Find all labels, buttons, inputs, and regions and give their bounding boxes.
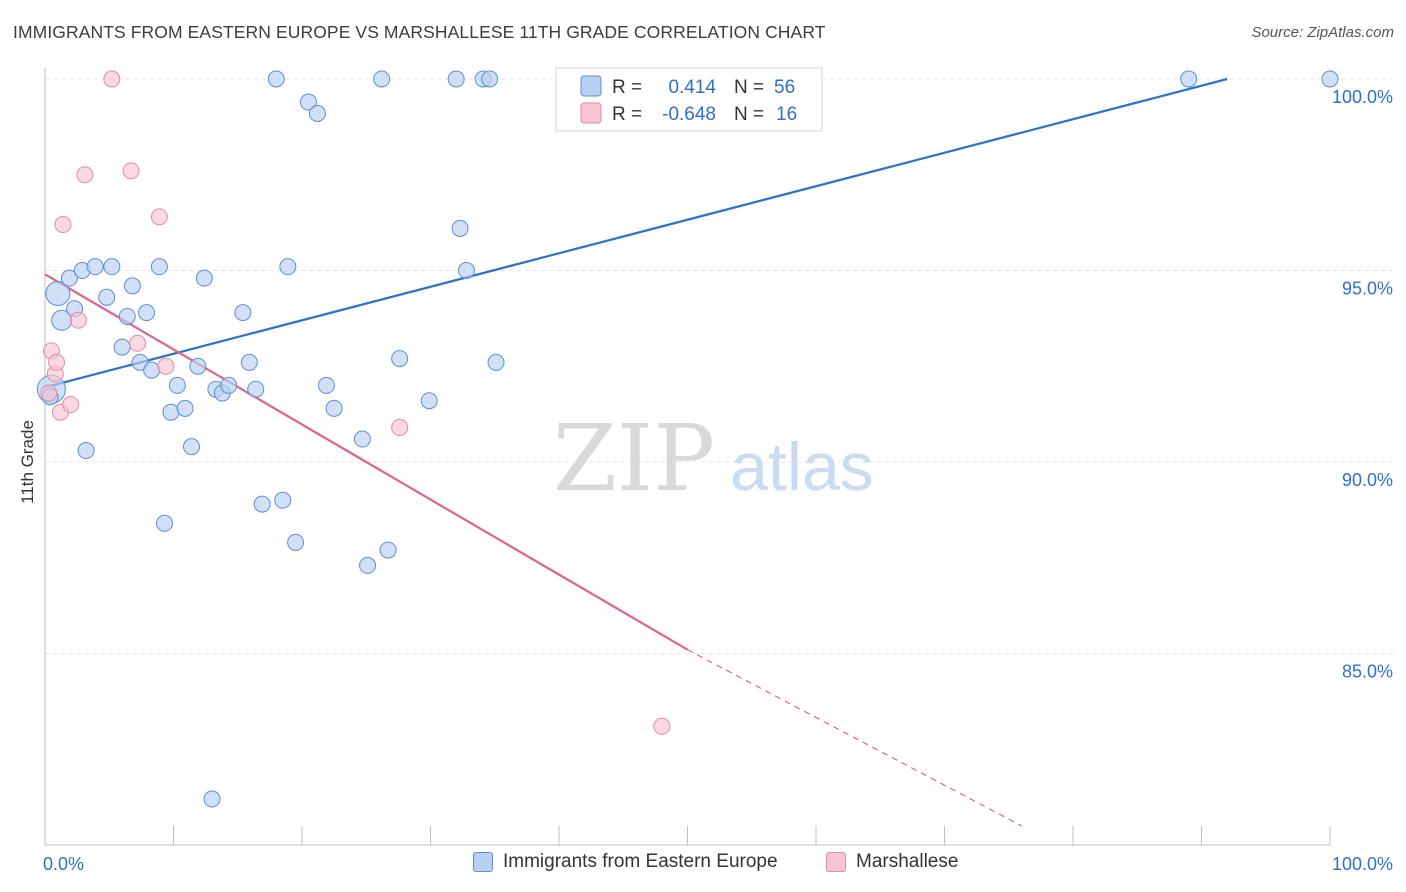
x-tick-label: 100.0% [1332, 854, 1393, 874]
axes: 100.0% 95.0% 90.0% 85.0% 0.0% 100.0% [43, 68, 1393, 874]
eastern-europe-point [143, 361, 161, 379]
eastern-europe-point [220, 376, 238, 394]
marshallese-point [150, 208, 168, 226]
eastern-europe-point [420, 392, 438, 410]
eastern-europe-point [189, 357, 207, 375]
legend-n-value-1: 56 [774, 77, 795, 98]
legend-n-value-2: 16 [776, 104, 797, 125]
x-tick-label: 0.0% [43, 854, 84, 874]
eastern-europe-point [195, 269, 213, 287]
eastern-europe-point [274, 491, 292, 509]
eastern-europe-point [325, 399, 343, 417]
marshallese-point [48, 353, 66, 371]
eastern-europe-point [447, 70, 465, 88]
chart-title: IMMIGRANTS FROM EASTERN EUROPE VS MARSHA… [13, 22, 826, 42]
eastern-europe-point [457, 262, 475, 279]
marshallese-point [129, 334, 147, 352]
watermark-atlas: atlas [730, 429, 874, 505]
legend-r-value-1: 0.414 [668, 77, 716, 98]
eastern-europe-point [86, 258, 104, 276]
eastern-europe-point [123, 277, 141, 295]
eastern-europe-point [359, 556, 377, 574]
eastern-europe-point [156, 514, 174, 532]
trend-lines [44, 77, 1228, 827]
eastern-europe-point [182, 438, 200, 456]
eastern-europe-point [379, 541, 397, 559]
marshallese-point [653, 717, 671, 735]
eastern-europe-point [150, 258, 168, 276]
marshallese-point [69, 311, 87, 329]
eastern-europe-point [481, 70, 499, 88]
legend-swatch-blue [580, 75, 602, 97]
marshallese-point [103, 70, 121, 88]
eastern-europe-point [1180, 70, 1198, 88]
eastern-europe-point [240, 353, 258, 371]
eastern-europe-point [253, 495, 271, 513]
y-tick-label: 100.0% [1332, 87, 1393, 107]
eastern-europe-point [103, 258, 121, 276]
eastern-europe-point [353, 430, 371, 448]
marshallese-point [76, 166, 94, 184]
series-legend-label: Immigrants from Eastern Europe [503, 851, 778, 872]
eastern-europe-point [113, 338, 131, 356]
data-points [36, 70, 1339, 808]
eastern-europe-trend-line [44, 77, 1228, 389]
eastern-europe-point [234, 304, 252, 322]
marshallese-point [122, 162, 140, 180]
eastern-europe-point [267, 70, 285, 88]
eastern-europe-point [373, 70, 391, 88]
marshallese-trend-line [44, 273, 689, 651]
eastern-europe-point [162, 403, 180, 421]
eastern-europe-point [279, 258, 297, 276]
y-tick-label: 90.0% [1342, 470, 1393, 490]
eastern-europe-point [45, 280, 71, 306]
eastern-europe-point [247, 380, 265, 398]
marshallese-trend-extension [687, 649, 1022, 827]
eastern-europe-point [118, 307, 136, 325]
eastern-europe-point [203, 790, 221, 808]
eastern-europe-point [176, 399, 194, 417]
eastern-europe-point [308, 104, 326, 122]
eastern-europe-point [138, 304, 156, 322]
legend-n-label-1: N = [734, 77, 764, 98]
y-tick-label: 85.0% [1342, 662, 1393, 682]
legend-swatch-eastern-europe [473, 852, 493, 872]
eastern-europe-point [98, 288, 116, 306]
series-legend-label: Marshallese [856, 851, 959, 872]
correlation-legend: R = 0.414 N = 56 R = -0.648 N = 16 [555, 67, 823, 132]
marshallese-point [157, 357, 175, 375]
eastern-europe-point [77, 442, 95, 460]
watermark: ZIP atlas [553, 405, 874, 512]
watermark-zip: ZIP [553, 405, 715, 512]
legend-swatch-marshallese [826, 852, 846, 872]
y-tick-label: 95.0% [1342, 279, 1393, 299]
marshallese-point [391, 419, 409, 437]
series-legend-item-marshallese[interactable]: Marshallese [826, 851, 958, 873]
legend-r-value-2: -0.648 [662, 104, 716, 125]
marshallese-point [62, 396, 80, 414]
chart-source: Source: ZipAtlas.com [1251, 24, 1394, 41]
series-legend: Immigrants from Eastern Europe Marshalle… [0, 851, 1406, 879]
marshallese-point [54, 216, 72, 234]
eastern-europe-point [168, 376, 186, 394]
legend-swatch-pink [580, 102, 602, 124]
eastern-europe-point [299, 93, 317, 111]
legend-r-label-1: R = [612, 77, 642, 98]
eastern-europe-point [1321, 70, 1339, 88]
eastern-europe-point [451, 219, 469, 237]
legend-n-label-2: N = [734, 104, 764, 125]
y-axis-label: 11th Grade [18, 420, 37, 504]
eastern-europe-point [287, 533, 305, 551]
eastern-europe-point [487, 353, 505, 371]
eastern-europe-point [391, 350, 409, 368]
legend-r-label-2: R = [612, 104, 642, 125]
eastern-europe-point [60, 269, 78, 287]
series-legend-item-eastern-europe[interactable]: Immigrants from Eastern Europe [473, 851, 778, 873]
eastern-europe-point [317, 376, 335, 394]
marshallese-point [40, 384, 58, 402]
